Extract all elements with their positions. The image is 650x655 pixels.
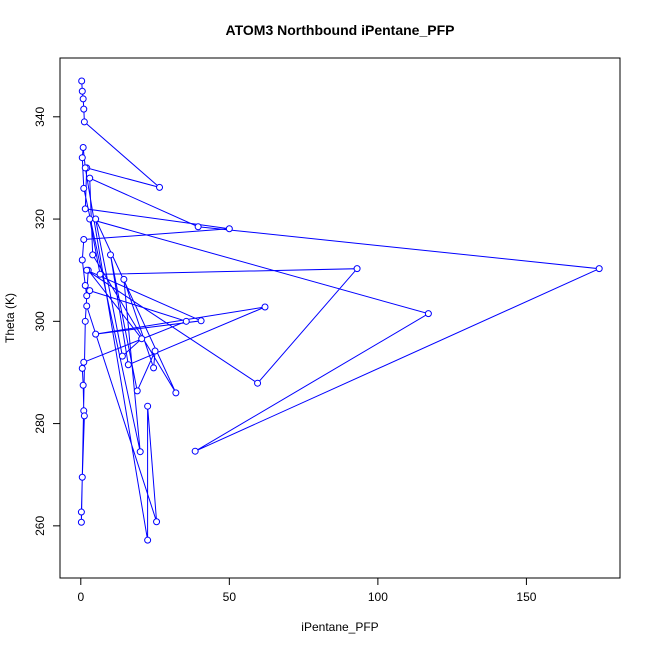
data-point [194,223,202,231]
data-point [81,164,89,172]
data-point [156,183,164,191]
data-point [424,310,432,318]
data-point [144,402,152,410]
data-point [80,184,88,192]
data-line [80,80,602,541]
data-point [89,251,97,259]
data-point [118,352,126,360]
data-point [81,282,89,290]
y-tick-label: 260 [33,516,47,536]
data-point [79,381,87,389]
x-axis-label: iPentane_PFP [301,620,378,634]
data-point [78,77,86,85]
data-point [133,387,141,395]
data-point [78,473,86,481]
data-point [83,292,91,300]
data-point [80,105,88,113]
y-tick-label: 280 [33,413,47,433]
data-point [83,302,91,310]
data-point [81,205,89,213]
data-point [182,317,190,325]
data-point [225,225,233,233]
data-point [80,358,88,366]
data-point [78,256,86,264]
data-point [151,347,159,355]
data-point [138,335,146,343]
data-point [96,270,104,278]
data-point [92,330,100,338]
data-point [86,287,94,295]
data-point [261,303,269,311]
x-tick-label: 50 [223,590,237,604]
data-point [136,448,144,456]
data-point [78,364,86,372]
data-point [79,143,87,151]
y-tick-label: 300 [33,311,47,331]
data-point [595,265,603,273]
data-point [80,118,88,126]
chart-title: ATOM3 Northbound iPentane_PFP [226,22,455,38]
data-point [153,518,161,526]
data-point [353,265,361,273]
data-point [124,361,132,369]
data-point [80,236,88,244]
data-point [254,379,262,387]
data-point [92,215,100,223]
data-point [120,275,128,283]
y-tick-label: 320 [33,209,47,229]
data-point [144,536,152,544]
data-point [77,508,85,516]
data-point [86,215,94,223]
data-point [77,518,85,526]
data-point [78,154,86,162]
x-tick-label: 150 [516,590,536,604]
data-point [80,412,88,420]
y-axis-label: Theta (K) [3,293,17,343]
x-tick-label: 100 [368,590,388,604]
data-point [172,389,180,397]
data-point [197,317,205,325]
data-point [79,95,87,103]
data-point [107,251,115,259]
x-tick-label: 0 [77,590,84,604]
data-point [150,364,158,372]
data-point [86,174,94,182]
plot-frame [59,57,621,579]
data-point [191,447,199,455]
y-tick-label: 340 [33,106,47,126]
data-point [83,266,91,274]
data-point [81,317,89,325]
data-point [78,87,86,95]
